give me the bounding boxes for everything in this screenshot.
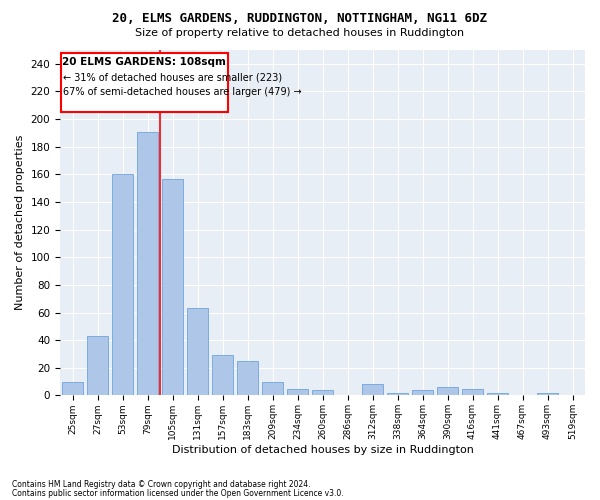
Text: 67% of semi-detached houses are larger (479) →: 67% of semi-detached houses are larger (… bbox=[63, 88, 302, 98]
Bar bbox=[237, 361, 258, 396]
Bar bbox=[62, 382, 83, 396]
Bar bbox=[312, 390, 333, 396]
Text: 20, ELMS GARDENS, RUDDINGTON, NOTTINGHAM, NG11 6DZ: 20, ELMS GARDENS, RUDDINGTON, NOTTINGHAM… bbox=[113, 12, 487, 26]
Y-axis label: Number of detached properties: Number of detached properties bbox=[15, 135, 25, 310]
Bar bbox=[187, 308, 208, 396]
Text: Size of property relative to detached houses in Ruddington: Size of property relative to detached ho… bbox=[136, 28, 464, 38]
Bar bbox=[437, 387, 458, 396]
Text: Contains public sector information licensed under the Open Government Licence v3: Contains public sector information licen… bbox=[12, 488, 344, 498]
Bar bbox=[61, 53, 227, 112]
Bar bbox=[162, 178, 183, 396]
Bar bbox=[112, 174, 133, 396]
Bar bbox=[362, 384, 383, 396]
Text: Contains HM Land Registry data © Crown copyright and database right 2024.: Contains HM Land Registry data © Crown c… bbox=[12, 480, 311, 489]
Bar bbox=[137, 132, 158, 396]
Bar bbox=[287, 388, 308, 396]
Bar bbox=[262, 382, 283, 396]
Bar bbox=[212, 356, 233, 396]
Bar bbox=[87, 336, 108, 396]
Bar bbox=[487, 392, 508, 396]
Bar bbox=[387, 392, 408, 396]
X-axis label: Distribution of detached houses by size in Ruddington: Distribution of detached houses by size … bbox=[172, 445, 473, 455]
Text: 20 ELMS GARDENS: 108sqm: 20 ELMS GARDENS: 108sqm bbox=[62, 57, 226, 67]
Text: ← 31% of detached houses are smaller (223): ← 31% of detached houses are smaller (22… bbox=[63, 72, 282, 82]
Bar bbox=[462, 388, 483, 396]
Bar bbox=[412, 390, 433, 396]
Bar bbox=[537, 392, 558, 396]
